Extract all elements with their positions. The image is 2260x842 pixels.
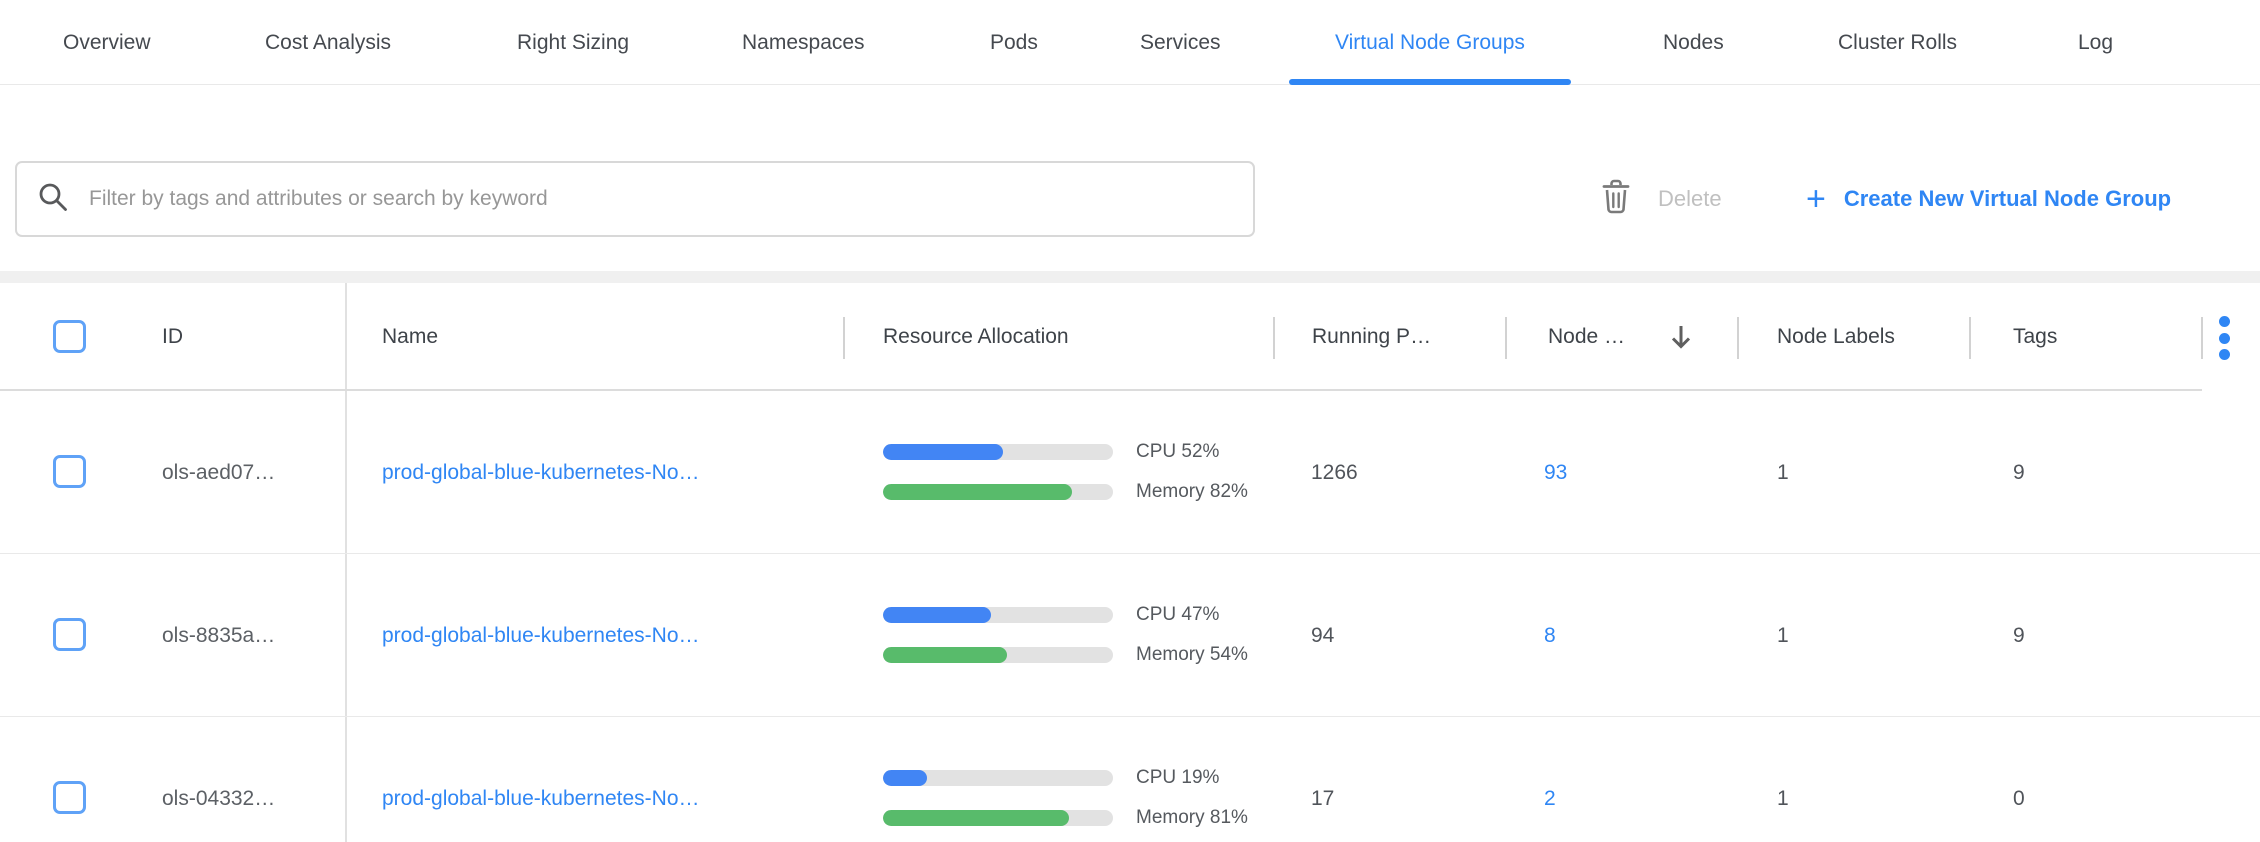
column-separator [2201,317,2203,359]
column-separator [843,317,845,359]
row-checkbox[interactable] [53,781,86,814]
row-id: ols-aed07… [162,460,276,484]
row-name-link[interactable]: prod-global-blue-kubernetes-No… [382,786,700,810]
row-name-link[interactable]: prod-global-blue-kubernetes-No… [382,460,700,484]
plus-icon: + [1806,180,1826,218]
cpu-usage-label: CPU 19% [1136,767,1220,788]
tab-cost-analysis[interactable]: Cost Analysis [265,30,392,54]
tab-pods[interactable]: Pods [990,30,1038,54]
row-checkbox[interactable] [53,618,86,651]
tab-right-sizing[interactable]: Right Sizing [517,30,630,54]
tab-services[interactable]: Services [1140,30,1221,54]
select-all-checkbox[interactable] [53,320,86,353]
memory-usage-label: Memory 82% [1136,481,1248,502]
row-id: ols-8835a… [162,623,276,647]
search-input[interactable] [89,187,1233,211]
node-labels-cell: 1 [1777,623,1789,647]
table-top-divider [0,271,2260,283]
node-count-link[interactable]: 2 [1544,786,1556,810]
row-checkbox[interactable] [53,455,86,488]
filter-search-box[interactable] [15,161,1255,237]
column-separator [1273,317,1275,359]
cluster-tab-bar: Overview Cost Analysis Right Sizing Name… [0,0,2260,85]
create-virtual-node-group-button[interactable]: + Create New Virtual Node Group [1806,161,2171,237]
column-header-id[interactable]: ID [162,325,183,348]
column-header-node-labels[interactable]: Node Labels [1777,325,1895,348]
running-pods-cell: 17 [1311,786,1335,810]
cpu-usage-bar [883,770,1113,786]
table-header-row: ID Name Resource Allocation Running P… N… [0,283,2260,391]
running-pods-cell: 94 [1311,623,1335,647]
id-name-column-divider [345,283,347,842]
node-count-link[interactable]: 93 [1544,460,1568,484]
search-icon [37,181,89,218]
column-separator [1737,317,1739,359]
node-labels-cell: 1 [1777,460,1789,484]
delete-button-label: Delete [1658,186,1722,211]
tab-log[interactable]: Log [2078,30,2114,54]
column-header-node-count[interactable]: Node … [1548,325,1626,348]
memory-usage-label: Memory 81% [1136,807,1248,828]
header-bottom-border [0,389,2202,391]
cpu-usage-bar [883,607,1113,623]
tags-cell: 0 [2013,786,2025,810]
row-id: ols-04332… [162,786,276,810]
trash-icon [1600,179,1632,220]
table-row: ols-8835a… prod-global-blue-kubernetes-N… [0,554,2260,717]
column-header-tags[interactable]: Tags [2013,325,2058,348]
cpu-usage-label: CPU 52% [1136,441,1220,462]
resource-allocation-cell: CPU 47% Memory 54% [883,604,1248,665]
column-header-name[interactable]: Name [382,325,439,348]
memory-usage-bar [883,647,1113,663]
tags-cell: 9 [2013,623,2025,647]
column-separator [1969,317,1971,359]
tab-cluster-rolls[interactable]: Cluster Rolls [1838,30,1958,54]
resource-allocation-cell: CPU 52% Memory 82% [883,441,1248,502]
row-name-link[interactable]: prod-global-blue-kubernetes-No… [382,623,700,647]
tab-overview[interactable]: Overview [63,30,151,54]
cpu-usage-bar [883,444,1113,460]
node-labels-cell: 1 [1777,786,1789,810]
tab-virtual-node-groups[interactable]: Virtual Node Groups [1289,0,1571,85]
resource-allocation-cell: CPU 19% Memory 81% [883,767,1248,828]
running-pods-cell: 1266 [1311,460,1358,484]
sort-descending-icon[interactable] [1668,283,1694,391]
create-button-label: Create New Virtual Node Group [1843,186,2172,211]
node-count-link[interactable]: 8 [1544,623,1556,647]
tab-nodes[interactable]: Nodes [1663,30,1724,54]
memory-usage-bar [883,484,1113,500]
column-header-resource-allocation[interactable]: Resource Allocation [883,325,1069,348]
delete-button[interactable]: Delete [1600,161,1722,237]
virtual-node-groups-table: ID Name Resource Allocation Running P… N… [0,283,2260,842]
memory-usage-label: Memory 54% [1136,644,1248,665]
table-row: ols-aed07… prod-global-blue-kubernetes-N… [0,391,2260,554]
memory-usage-bar [883,810,1113,826]
tab-namespaces[interactable]: Namespaces [742,30,865,54]
column-separator [1505,317,1507,359]
column-header-running-pods[interactable]: Running P… [1312,325,1432,348]
table-row: ols-04332… prod-global-blue-kubernetes-N… [0,717,2260,842]
cpu-usage-label: CPU 47% [1136,604,1220,625]
tags-cell: 9 [2013,460,2025,484]
kebab-menu-icon[interactable] [2219,316,2231,360]
